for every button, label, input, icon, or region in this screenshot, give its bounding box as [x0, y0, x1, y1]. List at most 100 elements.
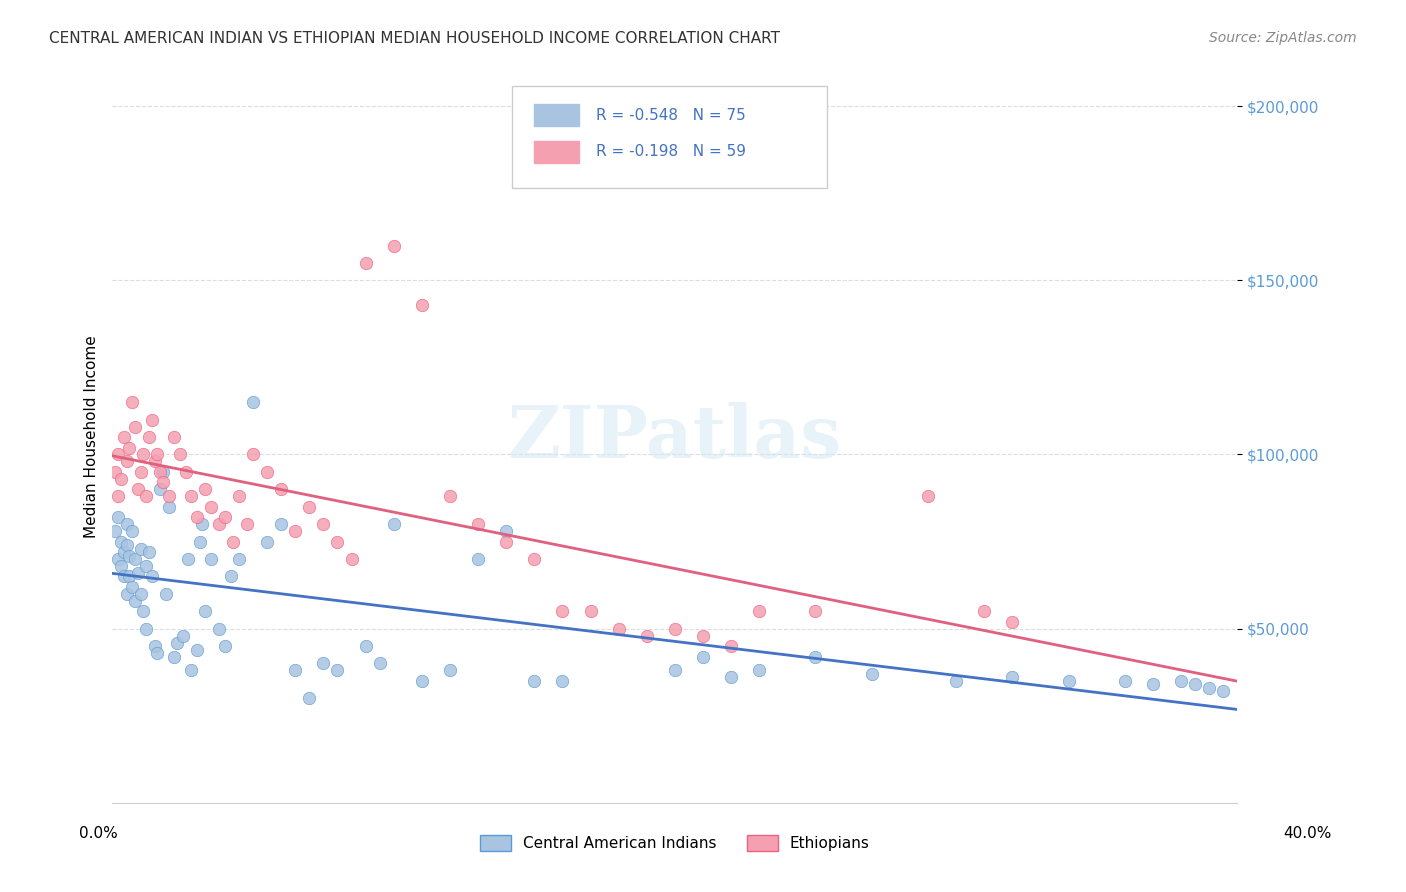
- Point: [146, 646, 169, 660]
- Point: [166, 635, 188, 649]
- Point: [174, 465, 197, 479]
- Point: [242, 448, 264, 462]
- Point: [1114, 673, 1136, 688]
- Point: [132, 448, 155, 462]
- Point: [1057, 673, 1080, 688]
- Point: [107, 552, 129, 566]
- Point: [284, 664, 307, 678]
- Point: [110, 472, 132, 486]
- Point: [495, 534, 517, 549]
- Point: [748, 604, 770, 618]
- Bar: [534, 141, 579, 163]
- Legend: Central American Indians, Ethiopians: Central American Indians, Ethiopians: [474, 830, 876, 857]
- Point: [115, 538, 138, 552]
- Point: [1212, 684, 1234, 698]
- Y-axis label: Median Household Income: Median Household Income: [83, 335, 98, 539]
- Point: [228, 552, 250, 566]
- Point: [312, 517, 335, 532]
- FancyBboxPatch shape: [512, 86, 827, 188]
- Point: [135, 622, 157, 636]
- Text: 40.0%: 40.0%: [1284, 827, 1331, 841]
- Point: [256, 534, 278, 549]
- Point: [467, 517, 489, 532]
- Point: [107, 510, 129, 524]
- Point: [236, 517, 259, 532]
- Point: [354, 256, 377, 270]
- Point: [326, 664, 349, 678]
- Point: [860, 667, 883, 681]
- Point: [523, 673, 546, 688]
- Point: [115, 587, 138, 601]
- Point: [127, 566, 149, 580]
- Point: [973, 604, 995, 618]
- Point: [194, 483, 217, 497]
- Point: [112, 569, 135, 583]
- Point: [270, 483, 292, 497]
- Point: [1198, 681, 1220, 695]
- Text: ZIPatlas: ZIPatlas: [508, 401, 842, 473]
- Point: [118, 441, 141, 455]
- Point: [326, 534, 349, 549]
- Text: Source: ZipAtlas.com: Source: ZipAtlas.com: [1209, 31, 1357, 45]
- Point: [169, 448, 191, 462]
- Point: [219, 569, 242, 583]
- Point: [121, 580, 143, 594]
- Point: [945, 673, 967, 688]
- Point: [439, 664, 461, 678]
- Point: [172, 629, 194, 643]
- Point: [242, 395, 264, 409]
- Point: [157, 489, 180, 503]
- Point: [118, 569, 141, 583]
- Point: [152, 465, 174, 479]
- Text: R = -0.548   N = 75: R = -0.548 N = 75: [596, 108, 747, 123]
- Point: [214, 639, 236, 653]
- Point: [208, 622, 231, 636]
- Point: [118, 549, 141, 563]
- Point: [194, 604, 217, 618]
- Point: [804, 604, 827, 618]
- Point: [180, 664, 202, 678]
- Point: [157, 500, 180, 514]
- Point: [110, 534, 132, 549]
- Point: [146, 448, 169, 462]
- Point: [298, 500, 321, 514]
- Point: [692, 649, 714, 664]
- Point: [129, 541, 152, 556]
- Point: [1184, 677, 1206, 691]
- Point: [312, 657, 335, 671]
- Point: [270, 517, 292, 532]
- Point: [104, 524, 127, 538]
- Point: [523, 552, 546, 566]
- Point: [804, 649, 827, 664]
- Point: [188, 534, 211, 549]
- Point: [228, 489, 250, 503]
- Point: [121, 524, 143, 538]
- Point: [180, 489, 202, 503]
- Point: [664, 664, 686, 678]
- Point: [411, 298, 433, 312]
- Point: [155, 587, 177, 601]
- Point: [1001, 615, 1024, 629]
- Point: [121, 395, 143, 409]
- Point: [551, 673, 574, 688]
- Point: [495, 524, 517, 538]
- Point: [607, 622, 630, 636]
- Point: [284, 524, 307, 538]
- Point: [112, 430, 135, 444]
- Point: [222, 534, 245, 549]
- Point: [115, 454, 138, 468]
- Point: [382, 517, 405, 532]
- Point: [1170, 673, 1192, 688]
- Point: [107, 489, 129, 503]
- Point: [135, 558, 157, 573]
- Point: [208, 517, 231, 532]
- Point: [354, 639, 377, 653]
- Point: [138, 545, 160, 559]
- Point: [748, 664, 770, 678]
- Point: [382, 238, 405, 252]
- Point: [129, 465, 152, 479]
- Point: [256, 465, 278, 479]
- Point: [664, 622, 686, 636]
- Point: [124, 594, 146, 608]
- Point: [411, 673, 433, 688]
